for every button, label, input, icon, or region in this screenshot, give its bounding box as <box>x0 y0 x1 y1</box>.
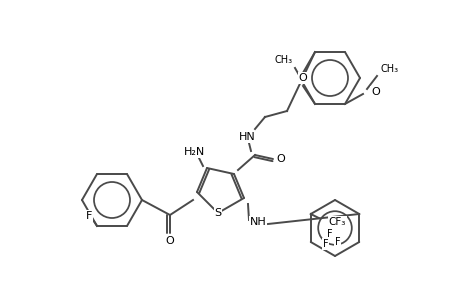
Text: HN: HN <box>238 132 255 142</box>
Text: CH₃: CH₃ <box>274 55 292 65</box>
Text: F: F <box>326 229 332 239</box>
Text: O: O <box>298 73 307 83</box>
Text: NH: NH <box>249 217 266 227</box>
Text: F: F <box>334 237 340 247</box>
Text: CF₃: CF₃ <box>328 217 345 227</box>
Text: O: O <box>276 154 285 164</box>
Text: O: O <box>370 87 379 97</box>
Text: F: F <box>86 211 92 221</box>
Text: H₂N: H₂N <box>184 147 205 157</box>
Text: O: O <box>165 236 174 246</box>
Text: S: S <box>214 208 221 218</box>
Text: CH₃: CH₃ <box>380 64 398 74</box>
Text: F: F <box>322 239 328 249</box>
